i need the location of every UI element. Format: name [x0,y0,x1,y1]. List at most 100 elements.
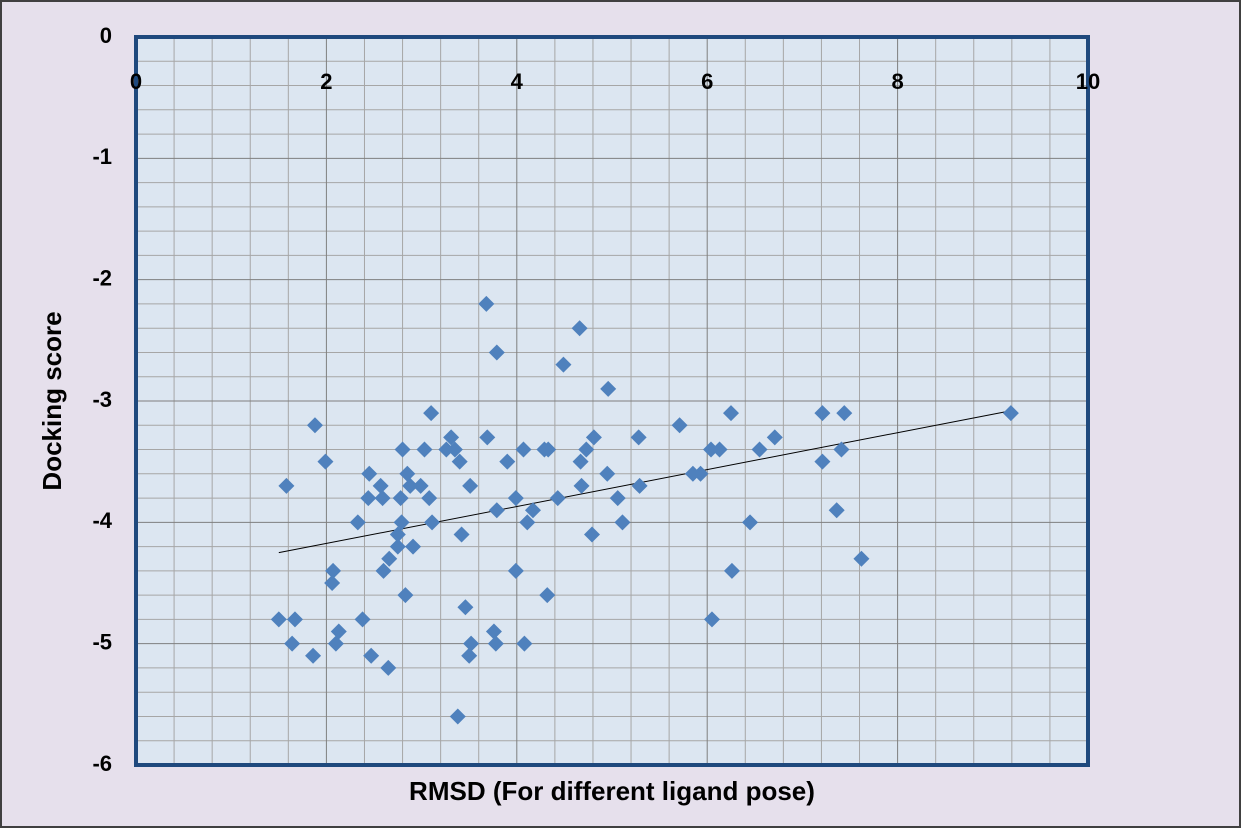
data-point [330,623,347,640]
data-point [354,611,371,628]
data-point [443,429,460,446]
data-point [306,417,323,434]
data-point [361,465,378,482]
data-point [325,562,342,579]
data-point [453,526,470,543]
data-point [449,708,466,725]
data-point [540,441,557,458]
data-point [317,453,334,470]
data-point [446,441,463,458]
data-point [423,405,440,422]
data-point [600,380,617,397]
y-tick-label: -5 [92,629,112,654]
data-point [507,490,524,507]
data-point [461,647,478,664]
data-point [363,647,380,664]
data-point [751,441,768,458]
data-point [421,490,438,507]
data-point [462,477,479,494]
data-point [399,465,416,482]
data-point [671,417,688,434]
x-tick-label: 8 [891,69,903,94]
data-point [284,635,301,652]
data-point [327,635,344,652]
data-point [488,502,505,519]
data-point [609,490,626,507]
data-point [479,429,496,446]
data-point [572,453,589,470]
data-point [599,465,616,482]
data-point [836,405,853,422]
data-point [270,611,287,628]
data-point [723,405,739,422]
data-point [519,514,536,531]
marks [270,295,1019,725]
data-point [1002,405,1019,422]
data-point [539,587,556,604]
data-point [614,514,631,531]
data-point [381,550,398,567]
data-point [463,635,480,652]
data-point [703,611,720,628]
data-point [507,562,524,579]
x-tick-label: 0 [130,69,142,94]
data-point [389,538,406,555]
data-point [412,477,429,494]
data-point [393,514,410,531]
data-point [571,320,588,337]
x-tick-label: 4 [511,69,524,94]
data-point [516,635,533,652]
data-point [457,599,474,616]
data-point [723,562,740,579]
data-point [703,441,720,458]
data-point [766,429,783,446]
data-point [402,477,419,494]
x-tick-label: 2 [320,69,332,94]
data-point [424,514,441,531]
data-point [833,441,850,458]
data-point [305,647,322,664]
data-point [828,502,845,519]
data-point [630,429,647,446]
x-axis-label: RMSD (For different ligand pose) [409,776,815,806]
data-point [549,490,566,507]
data-point [397,587,414,604]
data-point [578,441,595,458]
y-axis-label: Docking score [37,311,67,490]
data-point [392,490,409,507]
data-point [499,453,516,470]
data-point [324,575,341,591]
x-tick-label: 10 [1076,69,1100,94]
data-point [360,490,377,507]
data-point [389,526,406,543]
data-point [286,611,303,628]
data-point [555,356,572,373]
data-point [478,295,495,312]
y-tick-label: -6 [92,751,112,776]
data-point [394,441,411,458]
y-tick-label: -2 [92,265,112,290]
plot-border [134,35,1090,767]
data-point [488,344,505,361]
y-tick-label: -3 [92,387,112,412]
data-point [711,441,728,458]
data-point [515,441,532,458]
data-point [585,429,602,446]
data-point [438,441,455,458]
data-point [573,477,590,494]
data-point [380,659,397,676]
data-point [742,514,759,531]
data-point [416,441,433,458]
data-point [375,562,392,579]
data-point [485,623,502,640]
y-tick-label: 0 [100,23,112,48]
data-point [487,635,504,652]
data-point [524,502,541,519]
data-point [278,477,295,494]
data-point [451,453,468,470]
data-point [692,465,709,482]
data-point [372,477,389,494]
data-point [631,477,648,494]
